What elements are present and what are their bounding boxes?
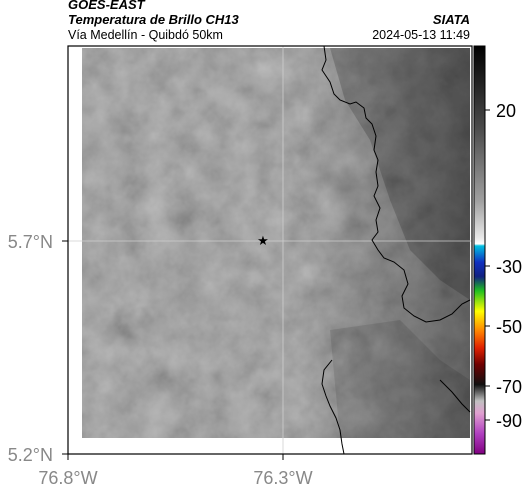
lat-label-2: 5.2°N bbox=[8, 445, 53, 465]
product-title: Temperatura de Brillo CH13 bbox=[68, 12, 239, 27]
lon-label-1: 76.8°W bbox=[38, 468, 97, 488]
colorbar-tick-2: -30 bbox=[496, 257, 522, 277]
region-subtitle: Vía Medellín - Quibdó 50km bbox=[68, 28, 223, 42]
border-line-southeast bbox=[439, 379, 471, 413]
lon-label-2: 76.3°W bbox=[253, 468, 312, 488]
colorbar-tick-4: -70 bbox=[496, 377, 522, 397]
datetime-label: 2024-05-13 11:49 bbox=[372, 28, 470, 42]
satellite-title: GOES-EAST bbox=[68, 0, 145, 12]
colorbar-tick-1: 20 bbox=[496, 101, 516, 121]
colorbar bbox=[473, 45, 486, 455]
border-line-north bbox=[321, 45, 471, 323]
colorbar-tick-3: -50 bbox=[496, 317, 522, 337]
border-line-south bbox=[321, 359, 345, 455]
star-marker: ★ bbox=[257, 234, 269, 249]
map-frame-border bbox=[67, 45, 473, 455]
lat-label-1: 5.7°N bbox=[8, 232, 53, 252]
colorbar-tick-5: -90 bbox=[496, 411, 522, 431]
agency-label: SIATA bbox=[432, 12, 470, 27]
brightness-field bbox=[82, 48, 470, 438]
